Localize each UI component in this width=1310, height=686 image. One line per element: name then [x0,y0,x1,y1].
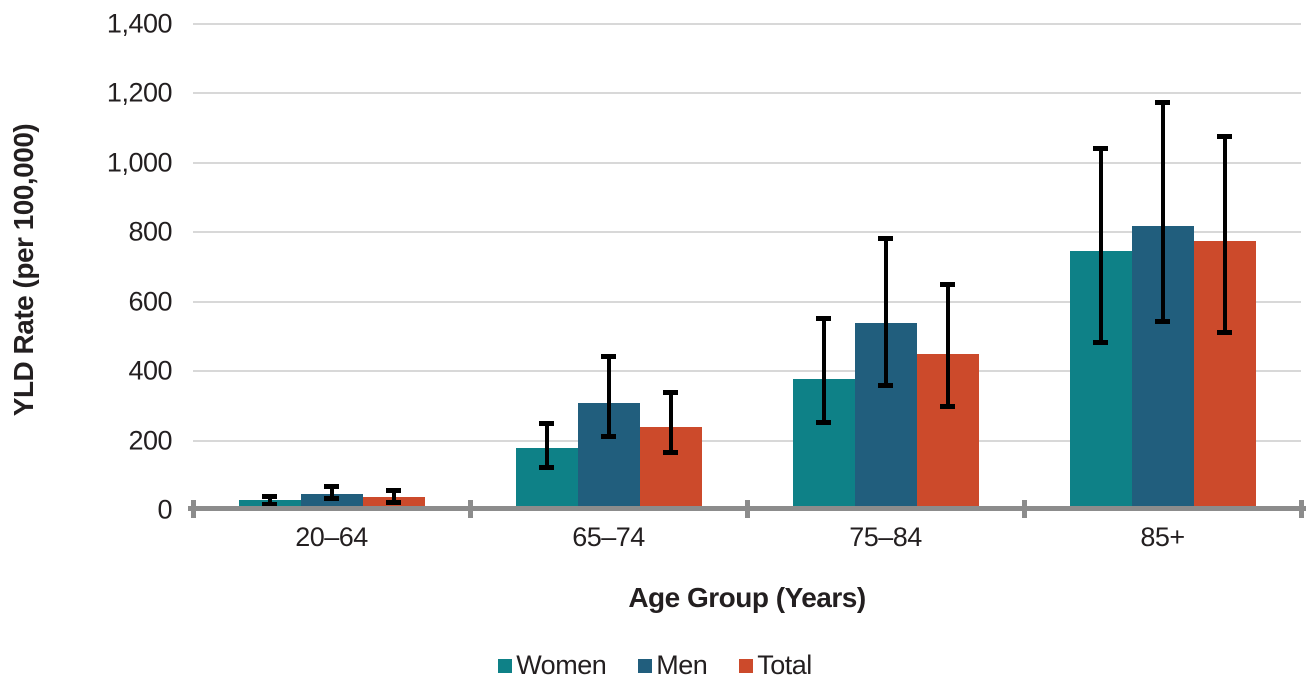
error-bar-men-75–84 [883,238,888,387]
x-tick-label-85+: 85+ [1140,522,1185,552]
bar-men-20–64 [300,493,363,510]
y-tick-label-1,200: 1,200 [106,77,173,108]
error-bar-women-75–84 [821,318,826,423]
error-bar-cap-bottom-total-65–74 [663,449,678,455]
legend-item-women: Women [498,650,607,681]
legend-swatch-men-icon [638,658,653,673]
error-bar-total-85+ [1222,135,1227,334]
error-bar-cap-top-men-65–74 [601,353,616,359]
x-axis-tick-2 [744,500,750,518]
y-tick-label-1,400: 1,400 [106,8,173,39]
x-tick-label-65–74: 65–74 [572,522,645,552]
error-bar-cap-bottom-women-65–74 [539,464,554,470]
legend-swatch-women-icon [498,658,513,673]
error-bar-total-75–84 [945,284,950,407]
legend-label-women: Women [516,650,607,680]
y-tick-label-200: 200 [128,425,172,456]
gridline-1400 [193,23,1301,25]
error-bar-men-20–64 [329,485,334,499]
gridline-200 [193,439,1301,442]
error-bar-cap-top-total-85+ [1217,133,1232,139]
gridline-1200 [193,92,1301,95]
gridline-1000 [193,161,1301,164]
x-axis-title: Age Group (Years) [628,582,866,613]
error-bar-total-20–64 [391,490,396,504]
error-bar-cap-bottom-women-75–84 [816,419,831,425]
error-bar-cap-top-men-20–64 [324,483,339,489]
error-bar-cap-bottom-total-75–84 [940,403,955,409]
error-bar-cap-bottom-men-75–84 [878,383,893,389]
legend-item-men: Men [638,650,708,681]
x-axis-tick-3 [1021,500,1027,518]
error-bar-cap-top-total-75–84 [940,282,955,288]
y-tick-label-400: 400 [128,355,172,386]
legend-label-men: Men [656,650,708,680]
error-bar-cap-top-men-85+ [1155,100,1170,106]
error-bar-men-85+ [1160,102,1165,322]
error-bar-cap-bottom-men-65–74 [601,434,616,440]
error-bar-cap-bottom-men-85+ [1155,318,1170,324]
x-axis-tick-4 [1298,500,1304,518]
error-bar-cap-top-women-85+ [1093,146,1108,152]
x-tick-label-20–64: 20–64 [295,522,368,552]
error-bar-women-65–74 [544,422,549,468]
error-bar-cap-bottom-total-20–64 [386,500,401,506]
legend-swatch-total-icon [739,658,754,673]
gridline-400 [193,370,1301,373]
error-bar-women-20–64 [267,496,272,505]
error-bar-cap-bottom-women-20–64 [262,501,277,507]
error-bar-cap-top-women-65–74 [539,420,554,426]
error-bar-women-85+ [1098,148,1103,344]
error-bar-cap-bottom-women-85+ [1093,340,1108,346]
error-bar-cap-top-women-20–64 [262,494,277,500]
x-axis-tick-1 [467,500,473,518]
x-tick-label-75–84: 75–84 [849,522,922,552]
legend: Women Men Total [0,650,1310,681]
plot-area [193,23,1301,510]
gridline-600 [193,300,1301,303]
y-tick-label-800: 800 [128,216,172,247]
legend-item-total: Total [739,650,812,681]
x-axis-tick-0 [190,500,196,518]
error-bar-cap-bottom-total-85+ [1217,330,1232,336]
y-axis-tick-labels: 0 200 400 600 800 1,000 1,200 1,400 [0,9,173,525]
error-bar-cap-top-total-20–64 [386,488,401,494]
gridline-800 [193,231,1301,234]
error-bar-men-65–74 [606,355,611,438]
error-bar-cap-top-women-75–84 [816,316,831,322]
y-tick-label-0: 0 [157,494,172,525]
y-tick-label-600: 600 [128,286,172,317]
error-bar-cap-top-men-75–84 [878,236,893,242]
legend-label-total: Total [757,650,812,680]
y-tick-label-1,000: 1,000 [106,147,173,178]
error-bar-cap-bottom-men-20–64 [324,495,339,501]
error-bar-total-65–74 [668,391,673,453]
error-bar-cap-top-total-65–74 [663,389,678,395]
